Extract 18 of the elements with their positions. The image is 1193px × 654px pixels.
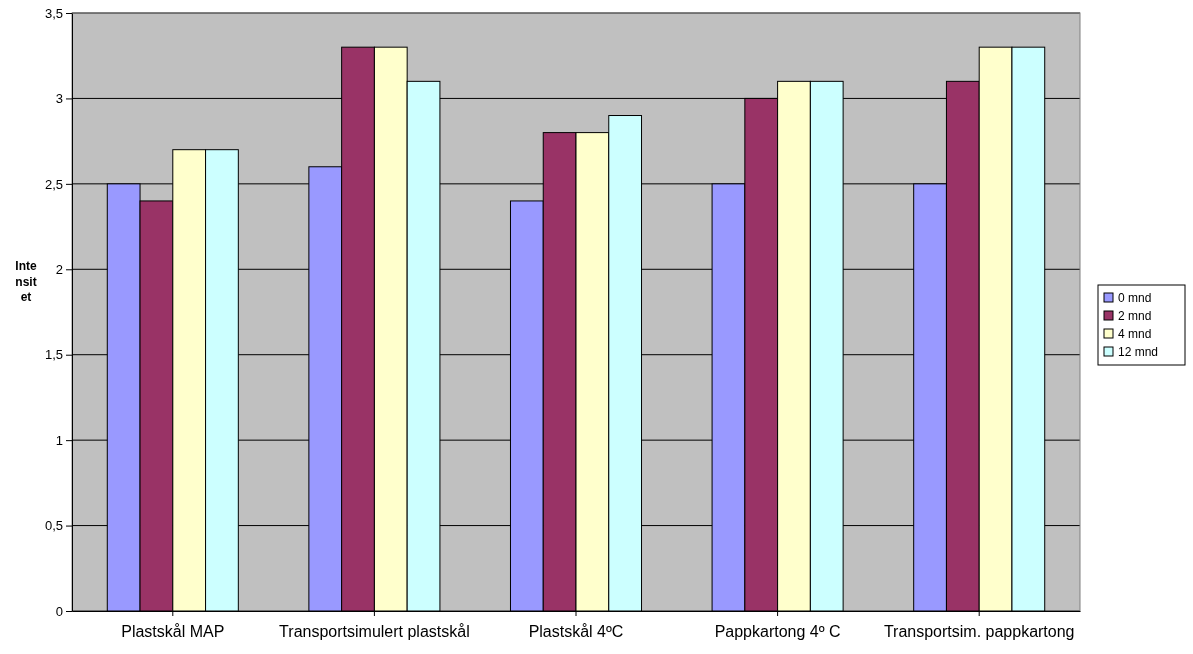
legend-label: 2 mnd [1118, 309, 1152, 323]
x-tick-label: Plastskål MAP [121, 622, 225, 640]
y-tick-label: 0,5 [44, 518, 63, 534]
y-tick-label: 2 [55, 261, 63, 277]
y-tick-label: 1,5 [44, 347, 63, 363]
y-tick-label: 2,5 [44, 176, 63, 192]
legend-label: 12 mnd [1118, 345, 1159, 359]
y-tick-label: 1 [55, 432, 63, 448]
y-tick-label: 3 [55, 91, 63, 107]
x-tick-label: Transportsim. pappkartong [883, 622, 1075, 640]
x-tick-label: Pappkartong 4º C [714, 622, 841, 640]
y-axis-title: Intensitet [15, 259, 37, 305]
y-tick-label: 3,5 [44, 5, 63, 21]
x-tick-label: Plastskål 4ºC [528, 622, 624, 640]
x-tick-label: Transportsimulert plastskål [279, 622, 470, 640]
legend-label: 0 mnd [1118, 291, 1152, 305]
legend-label: 4 mnd [1118, 327, 1152, 341]
y-tick-label: 0 [55, 603, 63, 619]
